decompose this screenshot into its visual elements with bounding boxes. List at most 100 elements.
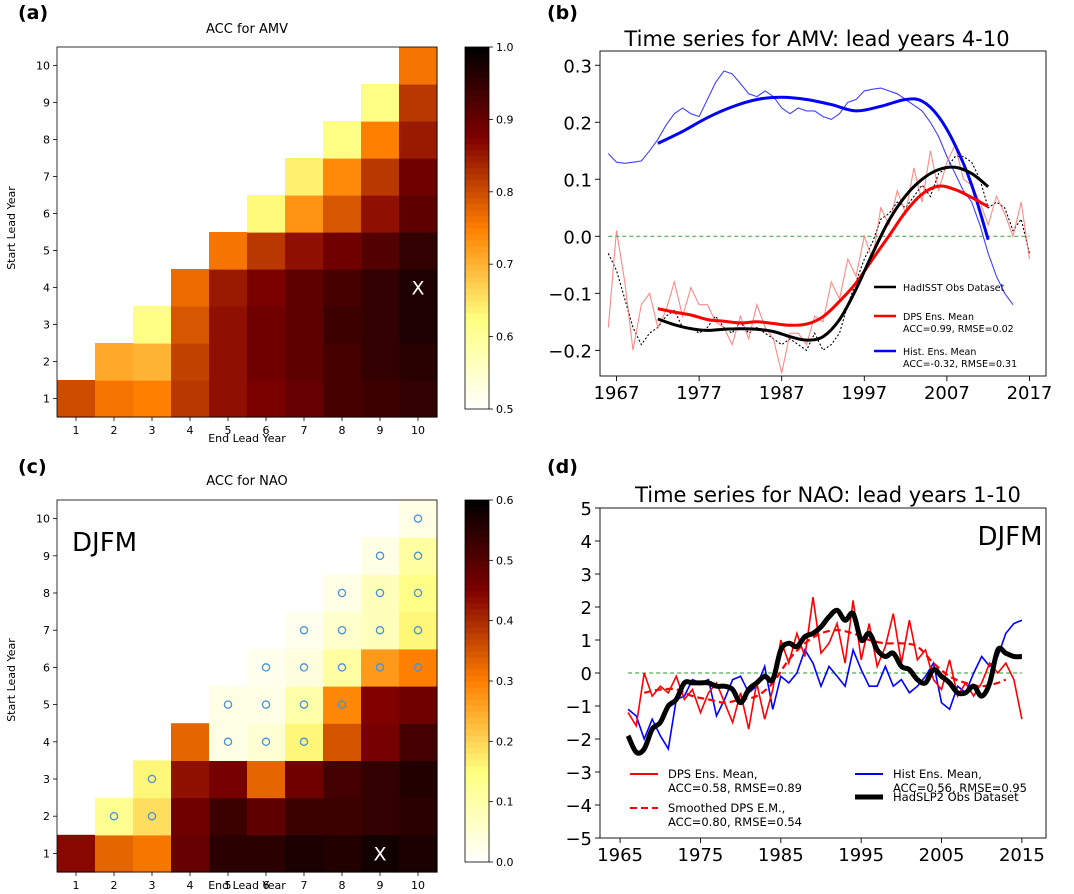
heatmap-c-colorbar-segment <box>465 542 489 549</box>
heatmap-a-cell-s2-e10 <box>399 343 438 381</box>
heatmap-a-cell-s4-e5 <box>209 269 248 307</box>
timeseries-b-series-2 <box>657 95 990 241</box>
timeseries-b-ytick-label: −0.2 <box>548 341 592 362</box>
heatmap-a-cell-s2-e9 <box>361 343 400 381</box>
heatmap-a-cell-s2-e3 <box>133 343 172 381</box>
timeseries-b-xtick-label: 1987 <box>759 383 805 404</box>
heatmap-a-cell-s3-e3 <box>133 306 172 344</box>
heatmap-a-cell-s2-e8 <box>323 343 362 381</box>
heatmap-c-cell-s8-e10 <box>399 574 438 613</box>
heatmap-a-title: ACC for AMV <box>206 22 288 37</box>
timeseries-b-xtick-label: 1967 <box>594 383 640 404</box>
legend-b-label-1: DPS Ens. Mean <box>903 312 974 323</box>
heatmap-a-colorbar-segment <box>465 107 489 114</box>
heatmap-a-cell-s10-e10 <box>399 47 438 85</box>
heatmap-a-colorbar-segment <box>465 384 489 392</box>
legend-b-sublabel-2: ACC=-0.32, RMSE=0.31 <box>903 359 1017 370</box>
heatmap-c-cell-s4-e8 <box>323 723 362 761</box>
heatmap-a-ytick-label: 6 <box>43 208 50 221</box>
heatmap-c-cell-s5-e6 <box>247 686 286 724</box>
heatmap-a-colorbar-segment <box>465 53 489 60</box>
timeseries-b-ytick-label: 0.1 <box>563 170 592 191</box>
heatmap-c-ytick-label: 8 <box>43 587 50 600</box>
heatmap-a-xlabel: End Lead Year <box>208 432 286 445</box>
heatmap-c-significance-marker <box>261 737 271 747</box>
heatmap-a-cell-s1-e3 <box>133 380 172 418</box>
heatmap-a-colorbar-segment <box>465 330 489 338</box>
timeseries-b-series-1 <box>657 184 989 327</box>
heatmap-a-colorbar-label: 0.5 <box>496 403 514 416</box>
heatmap-c-cell-s3-e6 <box>247 760 286 799</box>
heatmap-c-cell-s4-e9 <box>361 723 400 761</box>
heatmap-a-colorbar-segment <box>465 155 489 163</box>
heatmap-a-colorbar-segment <box>465 390 489 398</box>
heatmap-c-colorbar-segment <box>465 560 489 567</box>
heatmap-a-cell-s5-e10 <box>399 232 438 270</box>
timeseries-b-xtick-label: 1997 <box>841 383 887 404</box>
timeseries-b-xtick-label: 1977 <box>676 383 722 404</box>
heatmap-c-colorbar-segment <box>465 638 489 646</box>
heatmap-a-colorbar-segment <box>465 264 489 271</box>
heatmap-c-cell-s3-e5 <box>209 760 248 799</box>
heatmap-c-cell-s3-e3 <box>133 760 172 799</box>
heatmap-c-cell-s1-e1 <box>57 834 96 873</box>
heatmap-a-colorbar-segment <box>465 125 489 132</box>
heatmap-a-colorbar-segment <box>465 209 489 217</box>
heatmap-a-cell-s6-e6 <box>247 195 286 233</box>
timeseries-b-ytick-label: −0.1 <box>548 284 592 305</box>
panel-label-d: (d) <box>547 456 578 478</box>
heatmap-a-colorbar-segment <box>465 203 489 211</box>
heatmap-c-cell-s4-e7 <box>285 723 324 761</box>
heatmap-c-cell-s9-e9 <box>361 537 400 575</box>
heatmap-c-colorbar-segment <box>465 662 489 670</box>
timeseries-d-series-2 <box>627 619 1023 752</box>
heatmap-a-colorbar-segment <box>465 83 489 90</box>
timeseries-d-series-3 <box>625 607 1022 756</box>
timeseries-d-series-0 <box>627 596 1023 730</box>
heatmap-a-cell-s6-e10 <box>399 195 438 233</box>
heatmap-c-colorbar-segment <box>465 656 489 664</box>
timeseries-b-xtick-label: 2017 <box>1007 383 1053 404</box>
heatmap-a-xtick-label: 5 <box>225 424 232 437</box>
heatmap-a-cell-s3-e7 <box>285 306 324 344</box>
heatmap-a-cell-s1-e5 <box>209 380 248 418</box>
heatmap-a-colorbar-segment <box>465 258 489 265</box>
heatmap-c-cell-s5-e10 <box>399 686 438 724</box>
heatmap-c-ytick-label: 1 <box>43 847 50 860</box>
legend-d-sublabel-2: ACC=0.56, RMSE=0.95 <box>893 781 1027 795</box>
heatmap-c-colorbar-segment <box>465 668 489 676</box>
heatmap-c-cell-s2-e4 <box>171 797 210 836</box>
heatmap-c-colorbar-segment <box>465 831 489 839</box>
heatmap-c-cell-s6-e9 <box>361 648 400 687</box>
heatmap-c-cell-s5-e5 <box>209 686 248 724</box>
heatmap-a-cell-s2-e4 <box>171 343 210 381</box>
heatmap-c-cell-s9-e10 <box>399 537 438 575</box>
timeseries-b-axes-frame <box>599 50 1047 377</box>
heatmap-c-ytick-label: 9 <box>43 550 50 563</box>
heatmap-a-cell-s8-e8 <box>323 121 362 159</box>
heatmap-a-xtick-label: 4 <box>187 424 194 437</box>
heatmap-c-colorbar-segment <box>465 813 489 821</box>
heatmap-a-cell-s4-e9 <box>361 269 400 307</box>
heatmap-c-colorbar-segment <box>465 837 489 845</box>
heatmap-c-cell-s3-e10 <box>399 760 438 799</box>
heatmap-a-xtick-label: 2 <box>111 424 118 437</box>
heatmap-a-xtick-label: 6 <box>263 424 270 437</box>
heatmap-a-cell-s5-e8 <box>323 232 362 270</box>
heatmap-c-cell-s1-e7 <box>285 834 324 873</box>
timeseries-d-ytick-label: 3 <box>581 565 592 586</box>
heatmap-c-colorbar-segment <box>465 608 489 616</box>
heatmap-c-significance-marker <box>337 700 347 709</box>
legend-b-label-2: Hist. Ens. Mean <box>903 347 976 358</box>
heatmap-a-cell-s1-e10 <box>399 380 438 418</box>
heatmap-a-colorbar-segment <box>465 47 489 54</box>
heatmap-a-cell-s1-e8 <box>323 380 362 418</box>
heatmap-a-colorbar-segment <box>465 173 489 181</box>
heatmap-c-cell-s4-e10 <box>399 723 438 761</box>
heatmap-c-significance-marker <box>413 514 423 523</box>
heatmap-c-cell-s2-e2 <box>95 797 134 836</box>
heatmap-c-colorbar-segment <box>465 777 489 785</box>
heatmap-c-colorbar-segment <box>465 524 489 531</box>
heatmap-c-colorbar-segment <box>465 602 489 610</box>
heatmap-a-colorbar-segment <box>465 59 489 66</box>
